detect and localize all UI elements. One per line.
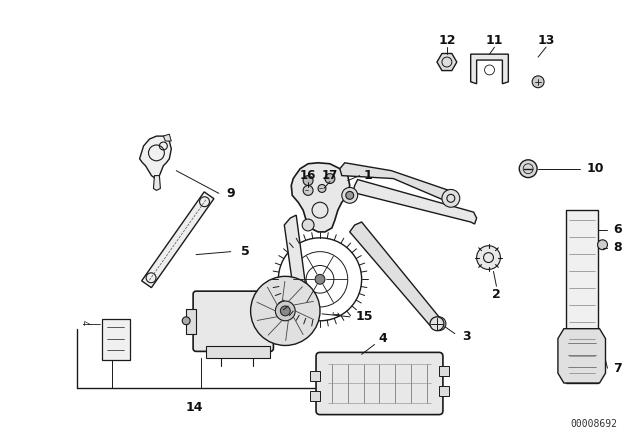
Text: 3: 3: [463, 330, 471, 343]
Polygon shape: [558, 329, 605, 383]
Text: $\hookrightarrow$: $\hookrightarrow$: [330, 309, 342, 319]
Bar: [439, 386, 449, 396]
Circle shape: [325, 174, 335, 184]
Polygon shape: [437, 53, 457, 71]
Text: 4: 4: [79, 320, 88, 326]
Text: 9: 9: [227, 187, 235, 200]
Circle shape: [280, 306, 291, 316]
Circle shape: [346, 191, 354, 199]
Text: 14: 14: [186, 401, 203, 414]
Polygon shape: [353, 180, 477, 224]
Circle shape: [532, 76, 544, 88]
Text: 12: 12: [438, 34, 456, 47]
FancyBboxPatch shape: [193, 291, 273, 351]
Polygon shape: [284, 215, 310, 329]
Circle shape: [303, 185, 313, 195]
Text: 13: 13: [538, 34, 555, 47]
Text: 8: 8: [613, 241, 621, 254]
Circle shape: [477, 246, 500, 269]
Text: 6: 6: [613, 224, 621, 237]
Bar: [439, 366, 449, 376]
Text: 17: 17: [322, 169, 338, 182]
Polygon shape: [340, 163, 451, 202]
Bar: [566, 210, 598, 383]
Circle shape: [302, 219, 314, 231]
Bar: [310, 391, 320, 401]
Text: 00008692: 00008692: [570, 419, 618, 430]
Polygon shape: [186, 309, 196, 334]
Text: 16: 16: [300, 169, 316, 182]
Circle shape: [442, 190, 460, 207]
Text: 7: 7: [613, 362, 622, 375]
Circle shape: [303, 176, 313, 185]
Text: 10: 10: [587, 162, 604, 175]
Circle shape: [315, 274, 325, 284]
Bar: [102, 319, 130, 360]
Text: 1: 1: [364, 169, 372, 182]
Circle shape: [251, 276, 320, 345]
Circle shape: [430, 317, 444, 331]
Circle shape: [304, 318, 316, 330]
Bar: [310, 371, 320, 381]
Text: 5: 5: [241, 245, 250, 258]
Polygon shape: [140, 136, 172, 179]
Polygon shape: [349, 222, 441, 329]
Bar: [206, 346, 271, 358]
Text: 2: 2: [492, 288, 501, 301]
Text: 11: 11: [486, 34, 503, 47]
Polygon shape: [291, 163, 349, 232]
Polygon shape: [163, 134, 172, 141]
Circle shape: [342, 187, 358, 203]
Polygon shape: [470, 54, 508, 84]
Polygon shape: [141, 192, 214, 288]
FancyBboxPatch shape: [316, 353, 443, 414]
Text: 15: 15: [356, 310, 373, 323]
Circle shape: [275, 301, 295, 321]
Text: 4: 4: [378, 332, 387, 345]
Circle shape: [182, 317, 190, 325]
Circle shape: [598, 240, 607, 250]
Circle shape: [519, 160, 537, 177]
Circle shape: [318, 185, 326, 192]
Circle shape: [432, 317, 446, 331]
Polygon shape: [154, 176, 161, 190]
